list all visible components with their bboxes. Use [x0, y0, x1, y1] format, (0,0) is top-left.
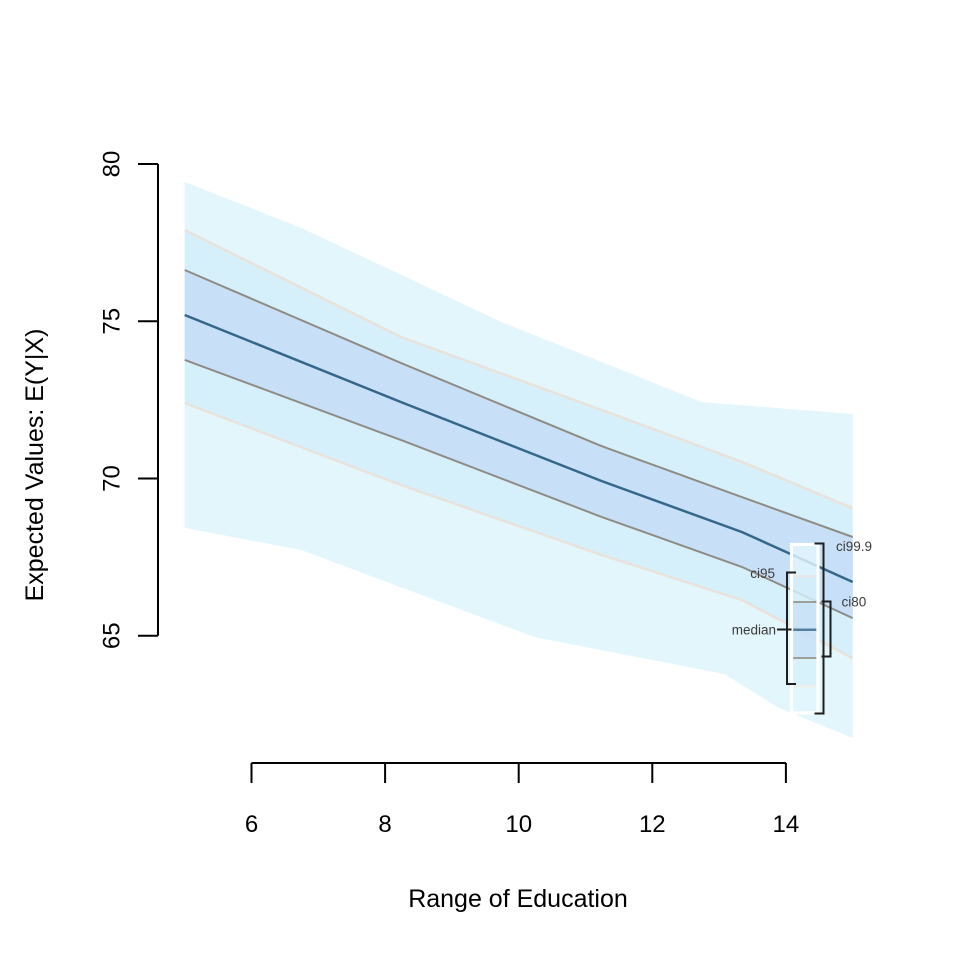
axes: 6 8 10 12 14 80 75 70 65 — [98, 151, 799, 838]
legend-segment-ci95-sep-upper — [793, 575, 817, 578]
legend-label-median: median — [732, 623, 776, 638]
band-edge-lines — [184, 228, 854, 660]
legend-label-ci80: ci80 — [842, 595, 867, 610]
legend-label-ci95: ci95 — [750, 566, 775, 581]
legend-label-ci99.9: ci99.9 — [836, 539, 872, 554]
legend-bracket-ci80 — [821, 600, 832, 658]
edge-ci95-lower — [184, 401, 854, 660]
band-ci80 — [184, 270, 853, 619]
median-line-group — [184, 313, 854, 584]
x-tick-label: 6 — [245, 811, 258, 838]
y-axis-title: Expected Values: E(Y|X) — [21, 329, 49, 602]
legend-segment-ci80-sep-upper — [793, 601, 817, 603]
x-tick-label: 8 — [378, 811, 391, 838]
median-line — [184, 313, 854, 584]
edge-ci80-lower — [184, 358, 854, 620]
x-tick-label: 10 — [505, 811, 532, 838]
x-tick-label: 14 — [773, 811, 800, 838]
legend-segment-ci80-upper — [793, 603, 817, 629]
legend-segment-ci80-sep-lower — [793, 657, 817, 659]
legend-segment-ci95-lower — [793, 659, 817, 685]
legend-segment-ci95-sep-lower — [793, 685, 817, 688]
legend-segment-ci99.9-upper — [793, 545, 817, 575]
x-tick-label: 12 — [639, 811, 666, 838]
y-tick-label: 65 — [98, 622, 125, 649]
edge-ci95-upper — [184, 228, 854, 510]
legend-bracket-ci99.9 — [814, 542, 825, 715]
legend-bracket-ci95 — [786, 571, 796, 685]
legend-segment-median-mark — [793, 628, 817, 631]
ci-legend: ci99.9 ci95 ci80 median — [732, 539, 872, 715]
confidence-bands — [184, 181, 853, 738]
legend-segment-ci95-upper — [793, 577, 817, 601]
legend-segment-ci80-lower — [793, 631, 817, 657]
x-axis-title: Range of Education — [408, 885, 628, 913]
y-tick-label: 75 — [98, 308, 125, 335]
y-tick-label: 80 — [98, 151, 125, 178]
y-tick-label: 70 — [98, 465, 125, 492]
edge-ci80-upper — [184, 269, 854, 538]
legend-segment-ci99.9-lower — [793, 687, 817, 713]
